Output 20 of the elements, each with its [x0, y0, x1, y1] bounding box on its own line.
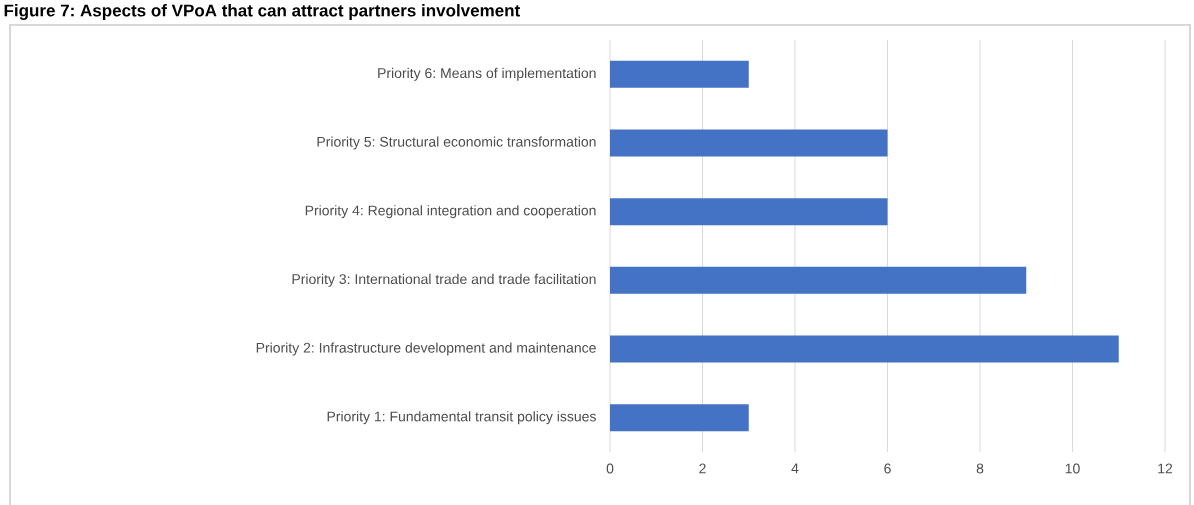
- bar: [610, 404, 749, 432]
- bar: [610, 266, 1027, 294]
- y-tick-label: Priority 4: Regional integration and cooperation: [305, 205, 596, 219]
- x-tick-label: 0: [606, 463, 614, 474]
- bar: [610, 60, 749, 88]
- x-tick-label: 2: [699, 463, 706, 474]
- bar: [610, 198, 888, 226]
- x-tick-label: 8: [976, 463, 984, 474]
- bar: [610, 335, 1119, 363]
- y-tick-label: Priority 2: Infrastructure development and maintenance: [256, 342, 596, 356]
- y-tick-label: Priority 5: Structural economic transformation: [317, 136, 596, 150]
- x-tick-label: 10: [1065, 463, 1080, 474]
- y-tick-label: Priority 1: Fundamental transit policy issues: [327, 411, 596, 425]
- text: Figure 7: Aspects of VPoA that can attract partners involvement: [4, 4, 521, 20]
- y-tick-label: Priority 3: International trade and trade facilitation: [292, 273, 596, 287]
- bar: [610, 129, 888, 157]
- x-tick-label: 4: [791, 463, 799, 474]
- x-tick-label: 6: [884, 463, 891, 474]
- y-tick-label: Priority 6: Means of implementation: [378, 67, 596, 81]
- x-tick-label: 12: [1158, 463, 1173, 474]
